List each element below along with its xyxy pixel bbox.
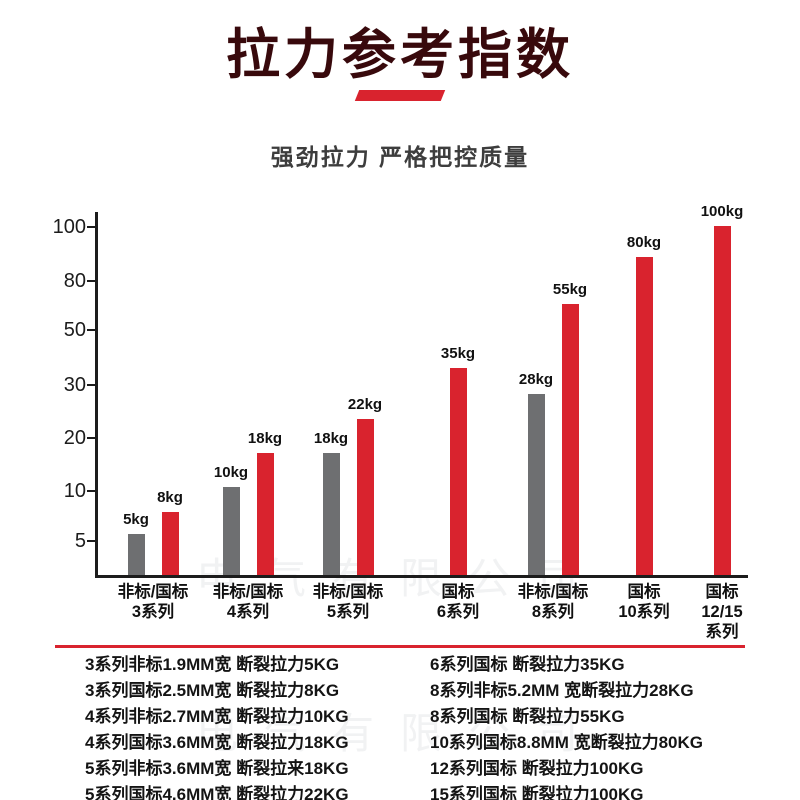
spec-line: 3系列国标2.5MM宽 断裂拉力8KG [85,681,340,700]
y-axis-tick-mark [87,437,95,439]
bar-value-label: 35kg [440,345,476,362]
bar-100kg [713,226,731,575]
y-axis-tick-mark [87,490,95,492]
x-axis-label-line: 12/15 [701,603,743,621]
subtitle: 强劲拉力 严格把控质量 [270,144,530,170]
spec-line: 4系列国标3.6MM宽 断裂拉力18KG [85,733,349,752]
x-axis-label-line: 国标 [627,583,661,601]
spec-line: 8系列国标 断裂拉力55KG [430,707,625,726]
x-axis-label-line: 10系列 [618,603,670,621]
spec-line: 6系列国标 断裂拉力35KG [430,655,625,674]
bar-value-label: 80kg [626,234,662,251]
spec-line: 5系列非标3.6MM宽 断裂拉来18KG [85,759,349,778]
bar-value-label: 18kg [247,430,283,447]
bar-10kg [222,487,240,575]
x-axis-label-line: 系列 [705,623,739,641]
spec-line: 3系列非标1.9MM宽 断裂拉力5KG [85,655,340,674]
x-axis-group-label: 非标/国标 3系列 [93,582,213,622]
y-axis-tick-mark [87,226,95,228]
x-axis-label-line: 国标 [441,583,475,601]
y-axis-tick-label: 20 [63,427,86,449]
bar-80kg [635,257,653,575]
bar-18kg [256,453,274,575]
x-axis-group-label: 非标/国标 5系列 [288,582,408,622]
spec-line: 10系列国标8.8MM 宽断裂拉力80KG [430,733,703,752]
x-axis-label-line: 非标/国标 [312,583,384,601]
y-axis-tick-label: 5 [74,530,86,552]
spec-column-right: 6系列国标 断裂拉力35KG 8系列非标5.2MM 宽断裂拉力28KG 8系列国标 … [430,652,703,800]
x-axis-group-label: 国标 12/15 系列 [662,582,782,642]
y-axis-tick-mark [87,540,95,542]
x-axis-group-label: 非标/国标 4系列 [188,582,308,622]
bar-value-label: 5kg [123,511,149,528]
x-axis-label-line: 4系列 [226,603,270,621]
spec-line: 4系列非标2.7MM宽 断裂拉力10KG [85,707,349,726]
x-axis-group-label: 非标/国标 8系列 [493,582,613,622]
x-axis-group-label: 国标 6系列 [398,582,518,622]
x-axis-label-line: 8系列 [531,603,575,621]
spec-line: 12系列国标 断裂拉力100KG [430,759,644,778]
bar-value-label: 100kg [700,203,744,220]
y-axis-tick-mark [87,329,95,331]
bar-35kg [449,368,467,575]
y-axis-tick-label: 50 [63,319,86,341]
bar-5kg [127,534,145,575]
bar-22kg [356,419,374,575]
y-axis-tick-label: 100 [52,216,86,238]
chart-plot-area: 5 10 20 30 50 80 100 5kg 8kg 非标/国标 3系列 10kg 18kg 非标/国… [53,203,748,641]
red-divider-line [55,645,745,648]
spec-line: 15系列国标 断裂拉力100KG [430,785,644,800]
x-axis-label-line: 3系列 [131,603,175,621]
x-axis-label-line: 5系列 [326,603,370,621]
x-axis-label-line: 国标 [705,583,739,601]
y-axis-tick-mark [87,384,95,386]
y-axis-tick-label: 10 [63,480,86,502]
page-title: 拉力参考指数 [226,25,574,85]
y-axis-tick-label: 80 [63,270,86,292]
x-axis-label-line: 非标/国标 [117,583,189,601]
y-axis-tick-label: 30 [63,374,86,396]
x-axis-label-line: 非标/国标 [517,583,589,601]
spec-column-left: 3系列非标1.9MM宽 断裂拉力5KG 3系列国标2.5MM宽 断裂拉力8KG 4系… [85,652,349,800]
bar-value-label: 18kg [313,430,349,447]
x-axis-label-line: 非标/国标 [212,583,284,601]
bar-28kg [527,394,545,575]
bar-value-label: 8kg [157,489,183,506]
bar-8kg [161,512,179,575]
spec-line: 5系列国标4.6MM宽 断裂拉力22KG [85,785,349,800]
bar-value-label: 10kg [213,464,249,481]
bar-value-label: 28kg [518,371,554,388]
y-axis-tick-mark [87,280,95,282]
x-axis-label-line: 6系列 [436,603,480,621]
bar-value-label: 22kg [347,396,383,413]
x-axis-group-label: 国标 10系列 [584,582,704,622]
bar-55kg [561,304,579,575]
bar-value-label: 55kg [552,281,588,298]
bar-18kg [322,453,340,575]
spec-line: 8系列非标5.2MM 宽断裂拉力28KG [430,681,694,700]
